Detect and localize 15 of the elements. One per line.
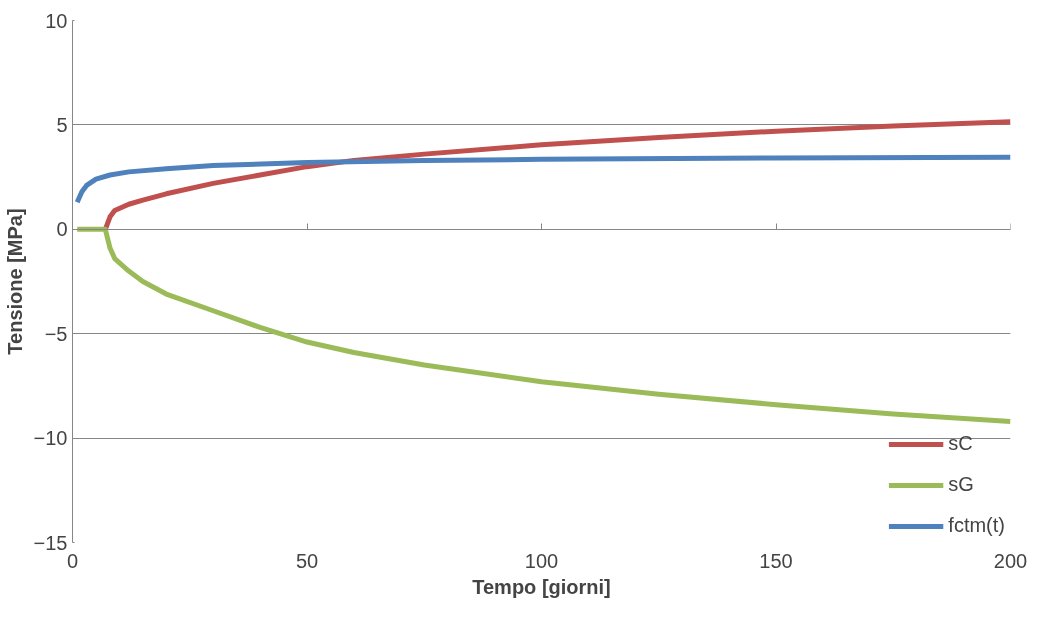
y-axis-title: Tensione [MPa] [3,208,26,355]
x-tick-label: 50 [295,549,319,572]
legend-label: fctm(t) [948,514,1005,537]
x-tick-label: 200 [993,549,1028,572]
y-tick-label: 0 [56,218,68,241]
legend-label: sC [948,432,973,455]
y-tick-label: 10 [45,9,68,32]
x-tick-label: 100 [524,549,559,572]
legend-label: sG [948,473,974,496]
x-axis-title: Tempo [giorni] [472,575,611,598]
y-tick-label: −15 [33,531,68,554]
y-tick-label: 5 [56,113,68,136]
y-tick-label: −10 [33,427,68,450]
y-tick-label: −5 [44,322,68,345]
x-tick-label: 150 [759,549,793,572]
